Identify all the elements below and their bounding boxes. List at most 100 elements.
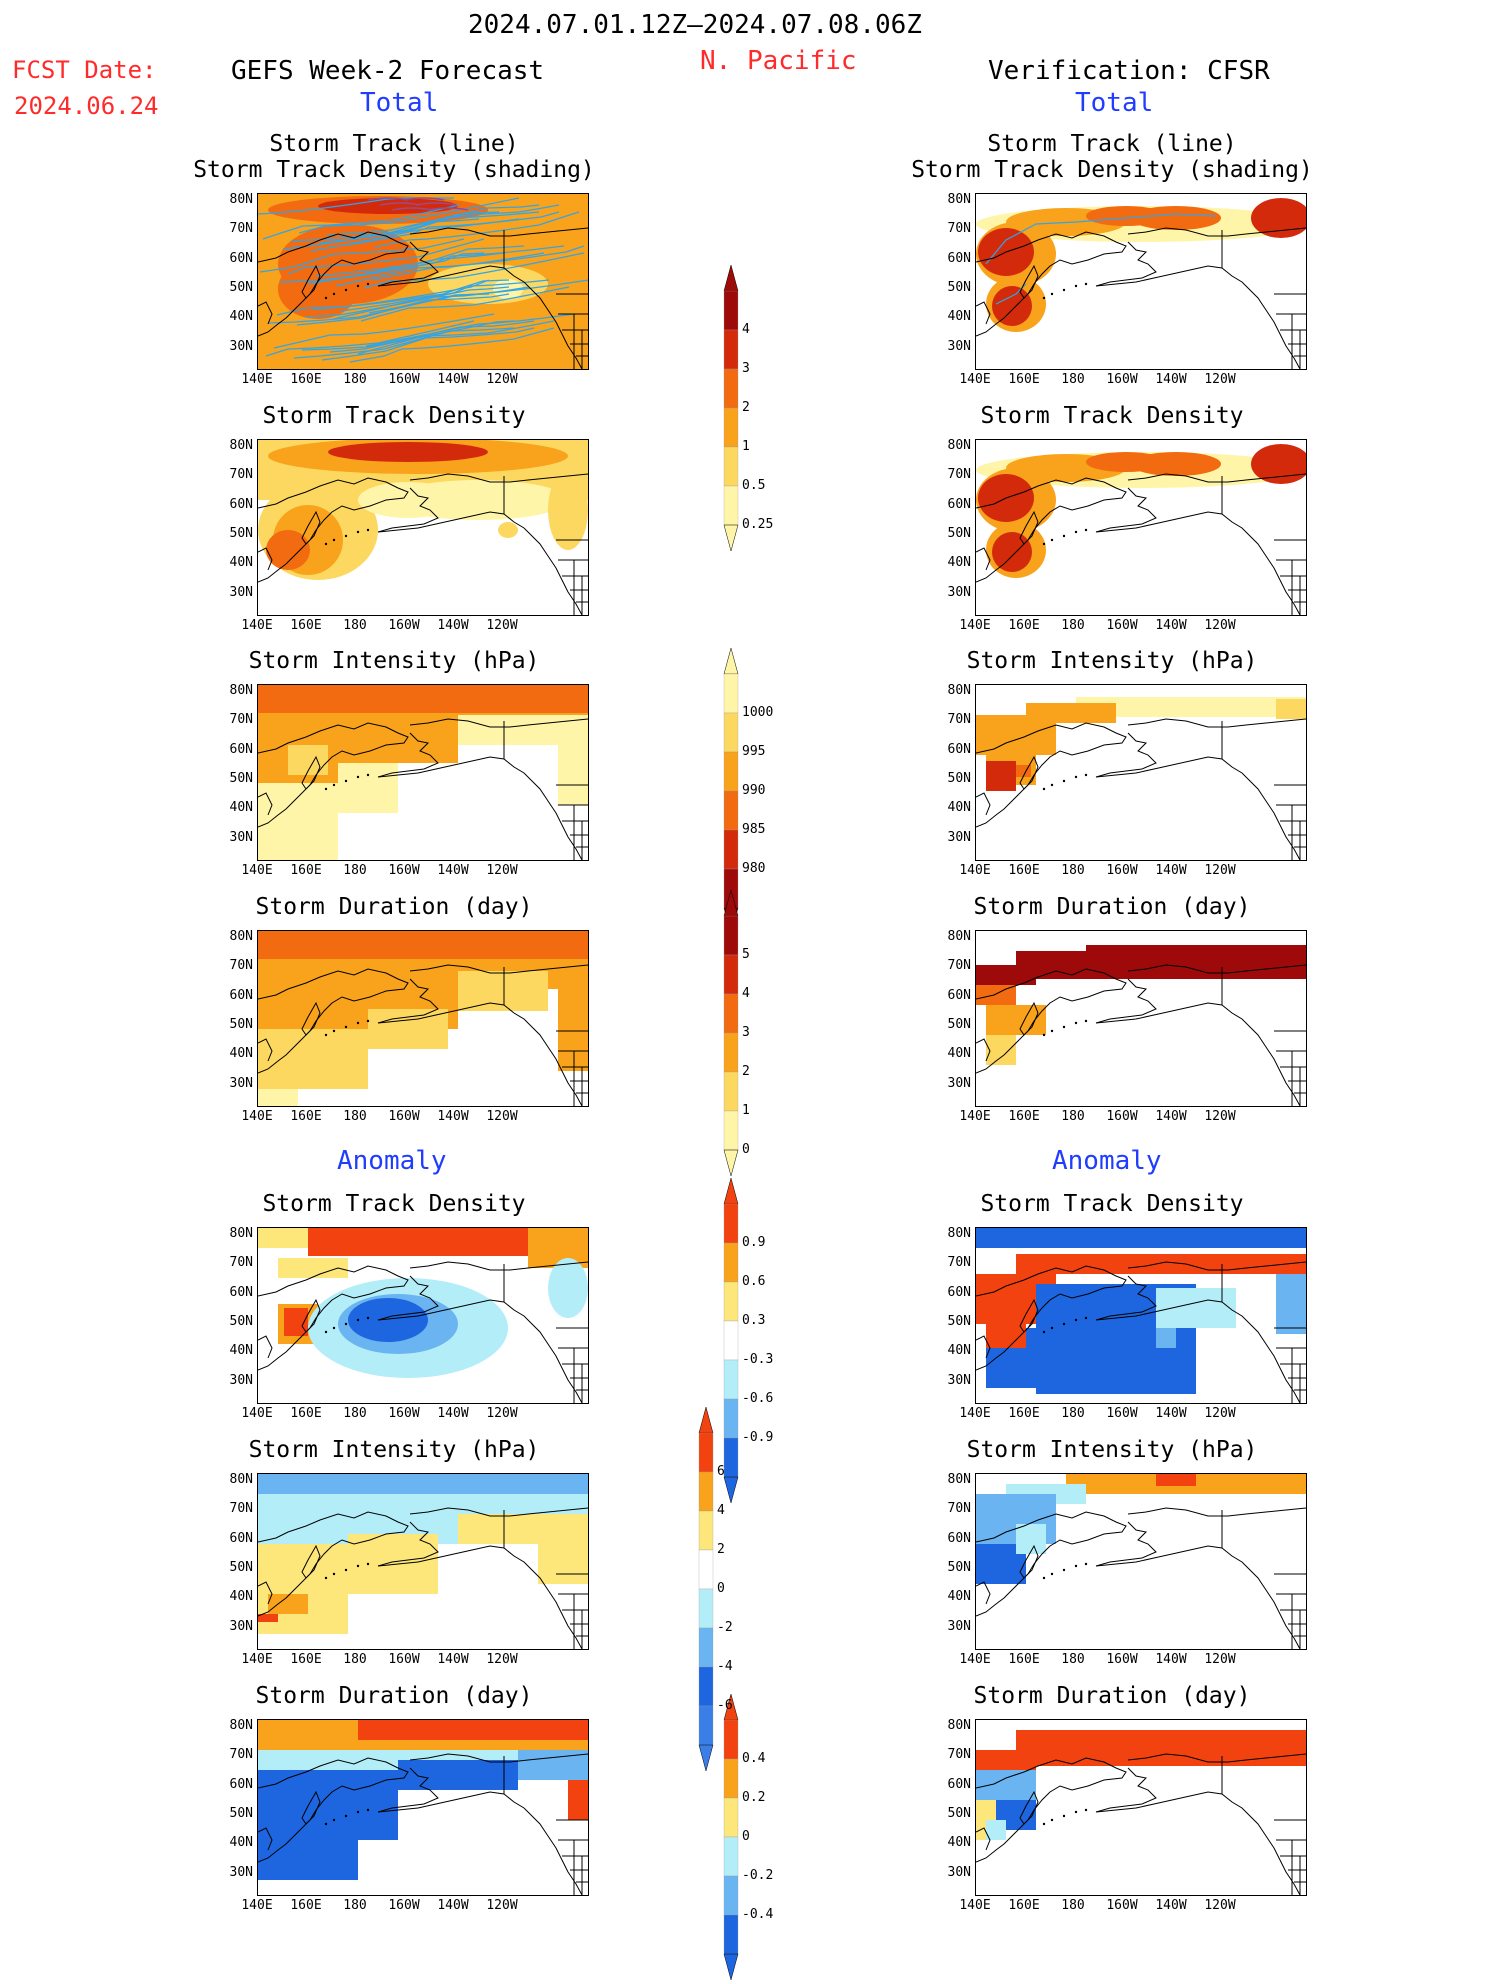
colorbar-label: 985 (742, 822, 766, 837)
lat-tick-label: 50N (947, 1559, 971, 1575)
storm-track-line (343, 245, 565, 279)
map-canvas (976, 1474, 1306, 1649)
lat-tick-label: 80N (229, 438, 253, 453)
aleutian-island (1042, 296, 1046, 300)
japan-coast (976, 1335, 991, 1359)
lon-tick-label: 160W (388, 1898, 420, 1913)
lat-tick-label: 60N (947, 741, 971, 757)
gulf-of-alaska-coast (377, 511, 583, 615)
aleutian-island (1084, 1808, 1088, 1812)
alaska-west-coast (1095, 1767, 1157, 1813)
us-state-borders (558, 313, 588, 369)
kamchatka-coast (1019, 510, 1039, 545)
map-intensity-verification (975, 684, 1307, 861)
colorbar-label: 3 (742, 1025, 750, 1040)
shading-region (1131, 452, 1221, 476)
colorbar-swatch (723, 954, 739, 995)
arctic-coast (409, 1753, 588, 1763)
us-state-borders (558, 1347, 588, 1403)
lat-tick-label: 80N (229, 929, 253, 944)
panel-title-track-right-2: Storm Track Density (shading) (911, 157, 1313, 183)
colorbar-swatch (698, 1510, 714, 1551)
colorbar-label: -4 (717, 1659, 733, 1674)
japan-coast (258, 1038, 273, 1062)
lat-tick-label: 50N (229, 1016, 253, 1032)
storm-track-line (287, 238, 485, 275)
lon-tick-label: 180 (343, 372, 367, 387)
panel-title-duration-left: Storm Duration (day) (255, 894, 533, 920)
colorbar-label: 6 (717, 1464, 725, 1479)
aleutian-island (332, 1818, 336, 1822)
colorbar-label: -6 (717, 1698, 733, 1713)
aleutian-island (356, 1021, 360, 1025)
aleutian-island (344, 1568, 348, 1572)
aleutian-island (366, 1808, 370, 1812)
lon-tick-label: 140W (1155, 618, 1187, 633)
japan-coast (258, 301, 273, 325)
lon-tick-label: 140W (437, 1898, 469, 1913)
colorbar-label: 3 (742, 361, 750, 376)
aleutian-island (324, 787, 328, 791)
storm-track-line (371, 245, 585, 281)
shading-layer (976, 444, 1306, 578)
lat-tick-label: 30N (947, 584, 971, 600)
colorbar-swatch (723, 712, 739, 753)
shading-layer (976, 945, 1306, 1065)
lon-tick-label: 160E (1008, 372, 1040, 387)
panel-title-duration-anom-left: Storm Duration (day) (255, 1683, 533, 1709)
colorbar-label: 0 (742, 1829, 750, 1844)
fcst-date-value: 2024.06.24 (14, 92, 159, 120)
colorbar-label: 4 (742, 986, 750, 1001)
storm-track-line (293, 327, 515, 359)
lat-tick-label: 80N (229, 192, 253, 207)
shading-layer (258, 1228, 588, 1378)
colorbar-swatch (723, 1071, 739, 1112)
aleutian-island (344, 534, 348, 538)
colorbar-swatch (723, 485, 739, 526)
lon-tick-label: 140E (241, 863, 273, 878)
shading-region (1131, 206, 1221, 230)
asia-coast (258, 1511, 409, 1617)
japan-coast (258, 1581, 273, 1605)
lat-tick-label: 40N (947, 309, 971, 325)
colorbar-swatch (723, 790, 739, 831)
aleutian-island (344, 1814, 348, 1818)
lat-tick-label: 40N (229, 555, 253, 571)
lon-tick-label: 160W (388, 372, 420, 387)
colorbar-swatch (723, 1281, 739, 1322)
arctic-coast (1127, 718, 1306, 728)
gulf-of-alaska-coast (1095, 756, 1301, 860)
shading-band (1016, 1254, 1306, 1274)
japan-coast (976, 1581, 991, 1605)
storm-track-line (415, 202, 457, 206)
japan-coast (258, 792, 273, 816)
lon-tick-label: 120W (486, 372, 518, 387)
colorbar-arrow-top (723, 1177, 739, 1205)
colorbar-arrow-top (723, 647, 739, 675)
lat-tick-label: 80N (229, 1226, 253, 1241)
lat-tick-label: 50N (229, 1313, 253, 1329)
lat-tick-label: 60N (229, 496, 253, 512)
shading-layer (976, 1228, 1306, 1394)
region-title: N. Pacific (700, 46, 857, 76)
alaska-west-coast (377, 487, 439, 533)
lon-tick-label: 160E (290, 618, 322, 633)
colorbar-swatch (723, 1914, 739, 1955)
lat-tick-label: 80N (947, 438, 971, 453)
shading-band (258, 931, 588, 959)
colorbar-label: 2 (717, 1542, 725, 1557)
colorbar-label: 4 (717, 1503, 725, 1518)
lon-tick-label: 120W (1204, 372, 1236, 387)
map-density-forecast (257, 439, 589, 616)
coastline (976, 227, 1306, 369)
lon-tick-label: 140E (241, 618, 273, 633)
colorbar-duration-total (722, 889, 756, 1180)
shading-region (548, 1258, 588, 1318)
lat-tick-label: 70N (947, 1255, 971, 1271)
aleutian-island (344, 1025, 348, 1029)
kamchatka-coast (1019, 755, 1039, 790)
colorbar-label: 0.6 (742, 1274, 766, 1289)
aleutian-island (1074, 530, 1078, 534)
colorbar-swatch (723, 673, 739, 714)
gulf-of-alaska-coast (1095, 265, 1301, 369)
